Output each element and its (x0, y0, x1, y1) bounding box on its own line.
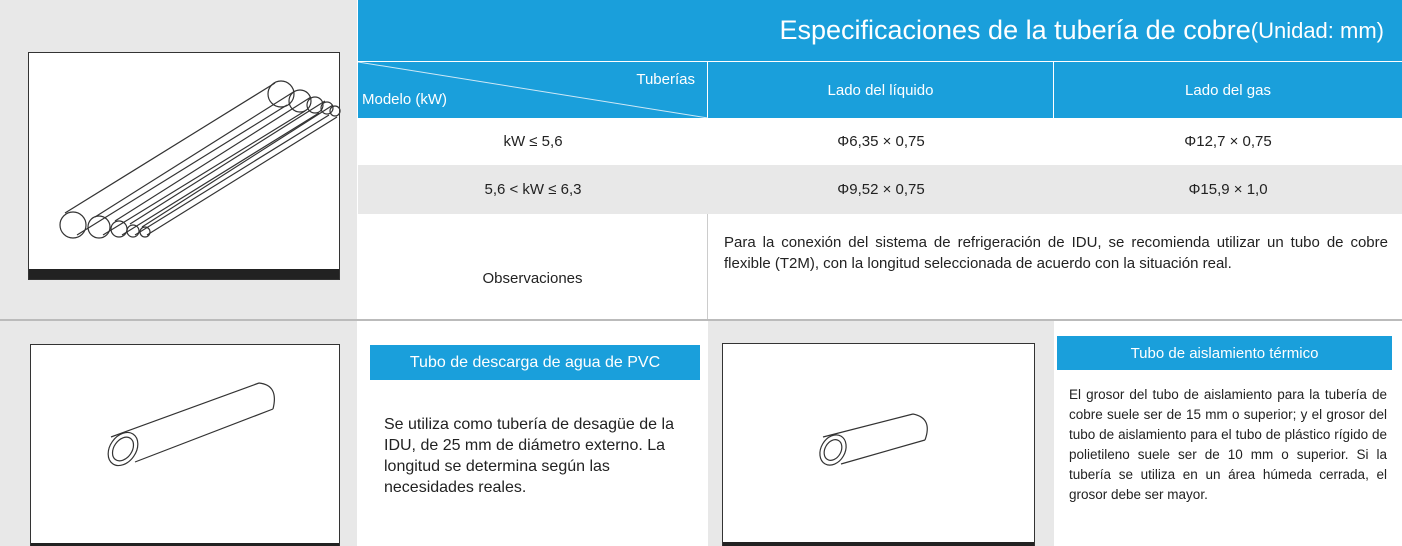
title: Especificaciones de la tubería de cobre (779, 15, 1251, 45)
pvc-pipe-drawing (107, 382, 275, 467)
liquid-cell: Φ6,35 × 0,75 (837, 133, 925, 150)
title-unit: (Unidad: mm) (1250, 17, 1384, 43)
corner-bottom: Modelo (kW) (362, 91, 448, 108)
corner-diagonal (358, 62, 708, 118)
corner-cell: Tuberías Modelo (kW) (358, 62, 708, 118)
row-bg (358, 165, 1402, 214)
model-cell: 5,6 < kW ≤ 6,3 (484, 181, 582, 198)
pvc-text: Se utiliza como tubería de desagüe de la… (384, 416, 674, 496)
title-bar: Especificaciones de la tubería de cobre(… (358, 0, 1402, 62)
observations-text: Para la conexión del sistema de refriger… (724, 234, 1388, 272)
separator (0, 319, 1402, 321)
image-panel (0, 321, 357, 546)
image-panel (708, 321, 1054, 546)
insulation-image (722, 343, 1035, 546)
pipe-bundle-drawing (59, 80, 341, 239)
insulation-text: El grosor del tubo de aislamiento para l… (1069, 387, 1387, 502)
insulation-title: Tubo de aislamiento térmico (1057, 336, 1392, 370)
gas-cell: Φ12,7 × 0,75 (1184, 133, 1272, 150)
column-header: Lado del gas (1054, 62, 1402, 118)
observations-label: Observaciones (358, 214, 708, 320)
pvc-pipe-image (30, 344, 340, 546)
pvc-title: Tubo de descarga de agua de PVC (370, 345, 700, 380)
corner-top: Tuberías (636, 71, 695, 88)
model-cell: kW ≤ 5,6 (503, 133, 563, 150)
column-header: Lado del líquido (708, 62, 1054, 118)
image-panel (0, 0, 357, 320)
gas-cell: Φ15,9 × 1,0 (1188, 181, 1268, 198)
image-bar (29, 269, 339, 279)
liquid-cell: Φ9,52 × 0,75 (837, 181, 925, 198)
insulation-drawing (819, 413, 928, 466)
image-bar (31, 543, 339, 546)
image-bar (723, 542, 1034, 546)
pipe-bundle-image (28, 52, 341, 280)
